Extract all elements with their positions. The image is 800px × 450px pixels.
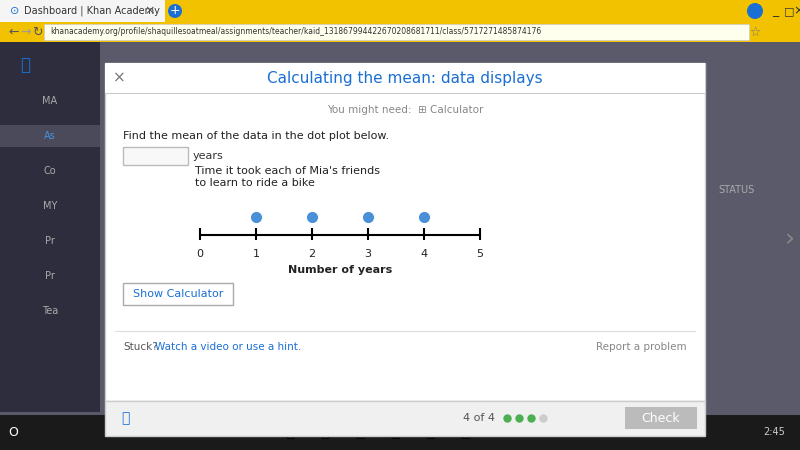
Bar <box>105 63 705 93</box>
Bar <box>0 415 800 450</box>
Text: You might need:  ⊞ Calculator: You might need: ⊞ Calculator <box>327 105 483 115</box>
Bar <box>123 147 188 165</box>
Text: Time it took each of Mia's friends: Time it took each of Mia's friends <box>195 166 380 176</box>
Text: 0: 0 <box>197 249 203 259</box>
Text: ☆: ☆ <box>750 26 761 39</box>
Text: 🎓: 🎓 <box>121 411 129 425</box>
Text: Find the mean of the data in the dot plot below.: Find the mean of the data in the dot plo… <box>123 131 389 141</box>
Text: Dashboard | Khan Academy: Dashboard | Khan Academy <box>24 6 160 16</box>
Text: STATUS: STATUS <box>718 185 754 195</box>
Text: Number of years: Number of years <box>288 265 392 275</box>
Text: □: □ <box>784 6 794 16</box>
Text: Co: Co <box>44 166 56 176</box>
Text: 🔴: 🔴 <box>286 424 294 440</box>
Bar <box>0 42 100 412</box>
Bar <box>0 0 800 22</box>
Text: to learn to ride a bike: to learn to ride a bike <box>195 178 315 188</box>
Bar <box>105 63 705 401</box>
Text: Calculating the mean: data displays: Calculating the mean: data displays <box>267 71 543 86</box>
Text: Report a problem: Report a problem <box>596 342 687 352</box>
Text: 4 of 4: 4 of 4 <box>463 413 495 423</box>
Text: 🟫: 🟫 <box>461 424 470 440</box>
Text: MY: MY <box>43 201 57 211</box>
Text: ←: ← <box>8 26 18 39</box>
Bar <box>625 407 697 429</box>
Text: Stuck?: Stuck? <box>123 342 158 352</box>
Text: Watch a video or use a hint.: Watch a video or use a hint. <box>155 342 302 352</box>
Text: ›: › <box>785 228 795 252</box>
Text: MA: MA <box>42 96 58 106</box>
Bar <box>0 22 800 42</box>
Bar <box>0 0 800 22</box>
Text: +: + <box>170 4 180 18</box>
Bar <box>105 401 705 436</box>
Bar <box>44 24 749 40</box>
Text: Show Calculator: Show Calculator <box>133 289 223 299</box>
Text: 2: 2 <box>309 249 315 259</box>
Text: Tea: Tea <box>42 306 58 316</box>
Text: Check: Check <box>642 411 680 424</box>
Text: 🔵: 🔵 <box>321 424 330 440</box>
Text: years: years <box>193 151 224 161</box>
Text: Pr: Pr <box>45 271 55 281</box>
Text: →: → <box>20 26 30 39</box>
Bar <box>0 0 165 22</box>
Text: ⊙: ⊙ <box>10 6 19 16</box>
Text: 🟢: 🟢 <box>355 424 365 440</box>
Text: 🟦: 🟦 <box>426 424 434 440</box>
Text: ×: × <box>794 4 800 18</box>
Text: As: As <box>44 131 56 141</box>
Text: Pr: Pr <box>45 236 55 246</box>
Text: ×: × <box>145 4 155 18</box>
Text: 🐦: 🐦 <box>20 56 30 74</box>
Text: 3: 3 <box>365 249 371 259</box>
Text: 2:45: 2:45 <box>763 427 785 437</box>
Circle shape <box>747 3 763 19</box>
Bar <box>123 283 233 305</box>
Text: O: O <box>8 426 18 438</box>
Text: khanacademy.org/profile/shaquillesoatmeal/assignments/teacher/kaid_1318679944226: khanacademy.org/profile/shaquillesoatmea… <box>50 27 542 36</box>
Text: _: _ <box>772 4 778 18</box>
Text: ×: × <box>113 71 126 86</box>
Circle shape <box>168 4 182 18</box>
Bar <box>0 125 100 147</box>
Text: ↻: ↻ <box>32 26 42 39</box>
Text: 🔷: 🔷 <box>390 424 399 440</box>
Text: 4: 4 <box>421 249 427 259</box>
Text: 1: 1 <box>253 249 259 259</box>
Text: 5: 5 <box>477 249 483 259</box>
